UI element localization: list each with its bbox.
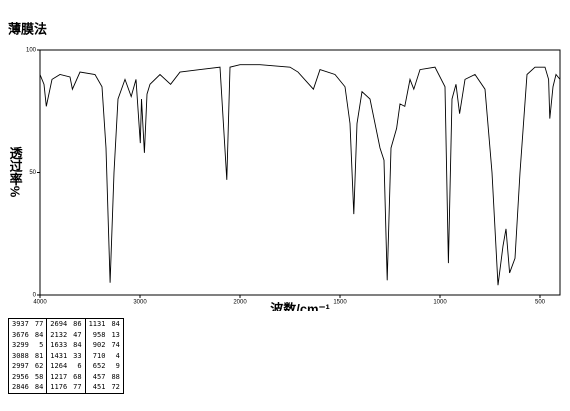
table-row: 2956 58 1217 68 457 88	[9, 371, 124, 382]
table-cell: 2694	[46, 318, 71, 330]
table-cell: 1176	[46, 382, 71, 393]
table-cell: 457	[84, 371, 109, 382]
y-axis-label: 透过率%	[8, 147, 23, 198]
table-cell: 2997	[12, 362, 29, 370]
table-cell: 86	[73, 320, 82, 328]
x-tick-label: 500	[535, 300, 546, 306]
table-cell: 84	[73, 341, 82, 349]
table-cell: 84	[34, 383, 44, 391]
table-cell: 72	[111, 383, 120, 391]
table-row: 2997 62 1264 6 652 9	[9, 361, 124, 372]
table-cell: 3299	[12, 341, 29, 349]
table-cell: 902	[84, 340, 109, 351]
x-tick-label: 4000	[33, 300, 47, 306]
table-cell: 74	[111, 341, 120, 349]
table-cell: 62	[34, 362, 44, 370]
x-tick-label: 1500	[333, 300, 347, 306]
table-cell: 451	[84, 382, 109, 393]
y-tick-label: 100	[26, 48, 37, 54]
table-cell: 710	[84, 350, 109, 361]
table-row: 3299 5 1633 84 902 74	[9, 340, 124, 351]
table-cell: 58	[34, 372, 44, 381]
x-axis-label: 波数/cm⁻¹	[270, 301, 330, 311]
table-cell: 33	[73, 351, 82, 360]
table-row: 3088 81 1431 33 710 4	[9, 350, 124, 361]
table-cell: 3937	[12, 320, 29, 328]
table-cell: 1217	[46, 371, 71, 382]
table-cell: 68	[73, 372, 82, 381]
table-cell: 84	[34, 330, 44, 339]
chart-title: 薄膜法	[8, 21, 47, 36]
table-cell: 1264	[46, 361, 71, 372]
table-cell: 77	[73, 383, 82, 391]
table-cell: 1131	[84, 318, 109, 330]
y-tick-label: 50	[29, 170, 36, 176]
plot-frame	[39, 49, 561, 296]
table-cell: 2846	[12, 383, 29, 391]
table-cell: 2132	[46, 329, 71, 340]
table-cell: 47	[73, 330, 82, 339]
x-tick-label: 2000	[233, 300, 247, 306]
table-cell: 3088	[12, 351, 29, 360]
table-cell: 81	[34, 351, 44, 360]
table-row: 3676 84 2132 47 958 13	[9, 329, 124, 340]
table-cell: 1633	[46, 340, 71, 351]
spectrum-line	[39, 64, 561, 286]
table-cell: 9	[115, 362, 120, 370]
table-cell: 88	[111, 372, 120, 381]
x-tick-label: 3000	[133, 300, 147, 306]
table-cell: 958	[84, 329, 109, 340]
table-cell: 13	[111, 330, 120, 339]
chart: 薄膜法 波数/cm⁻¹ 透过率% 4000 3000 2000 1500 1000 500…	[8, 21, 561, 316]
table-cell: 6	[77, 362, 82, 370]
table-cell: 84	[111, 320, 120, 328]
peak-table: 3937 77 2694 86 1131 84 3676 84 2132 47 958 13 3299 5…	[8, 318, 124, 394]
table-cell: 77	[34, 320, 44, 328]
x-tick-label: 1000	[433, 300, 447, 306]
y-tick-label: 0	[33, 293, 37, 299]
table-cell: 5	[39, 341, 44, 349]
table-cell: 3676	[12, 330, 29, 339]
table-cell: 652	[84, 361, 109, 372]
table-cell: 2956	[12, 372, 29, 381]
table-row: 2846 84 1176 77 451 72	[9, 382, 124, 393]
table-cell: 1431	[46, 350, 71, 361]
table-cell: 4	[115, 351, 120, 360]
table-row: 3937 77 2694 86 1131 84	[9, 318, 124, 330]
